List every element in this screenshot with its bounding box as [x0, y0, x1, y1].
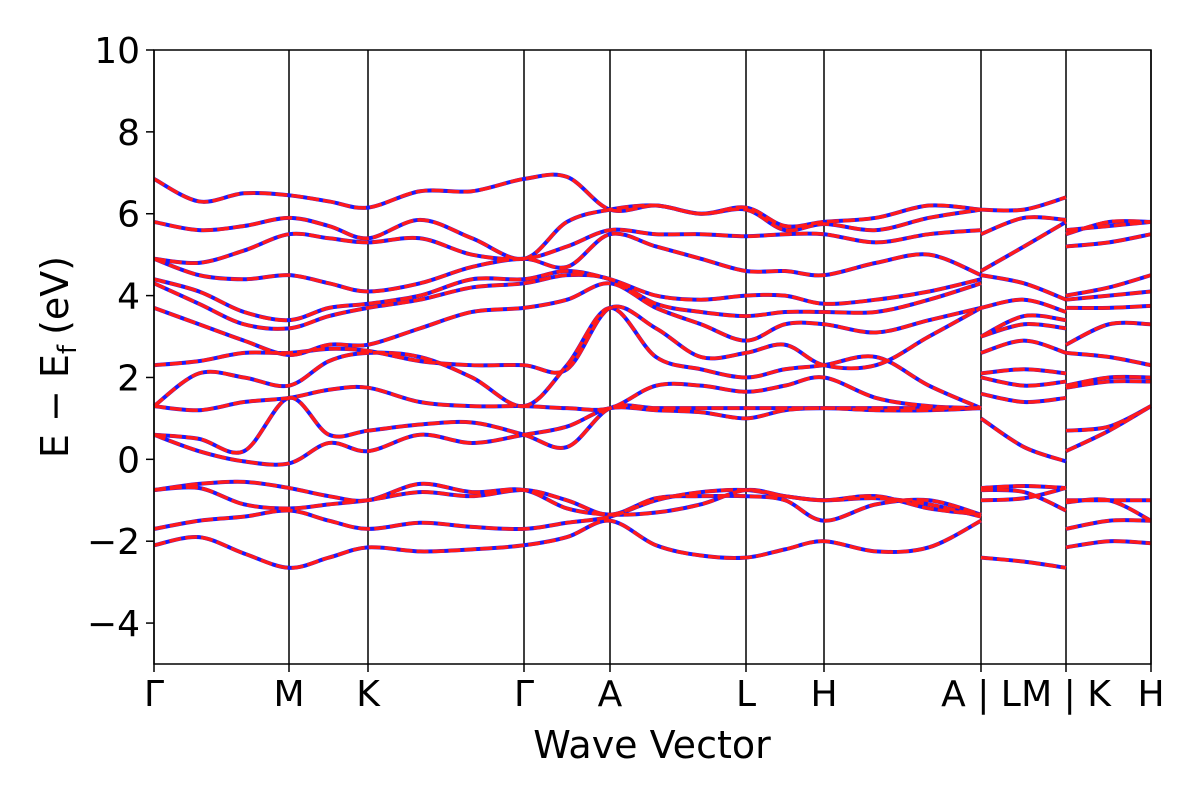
band-line-down — [153, 304, 1152, 375]
band-line-down — [153, 273, 1152, 339]
y-tick-label: −4 — [87, 604, 140, 645]
band-line-down — [153, 172, 1152, 232]
band-line-down — [153, 404, 1152, 467]
y-tick-label: 4 — [117, 277, 140, 318]
x-tick-label: K — [356, 674, 381, 715]
y-label-unit: (eV) — [33, 256, 77, 335]
y-tick-label: 10 — [94, 31, 140, 72]
x-tick-label: Γ — [514, 674, 534, 715]
band-line-down — [153, 220, 1152, 273]
y-tick-label: 0 — [117, 440, 140, 481]
band-line-down — [153, 479, 1152, 523]
x-tick-label: A — [598, 674, 623, 715]
x-tick-label: L — [736, 674, 756, 715]
x-tick-label: A | L — [941, 674, 1021, 715]
y-tick-label: −2 — [87, 522, 140, 563]
x-tick-label: H — [1137, 674, 1164, 715]
y-tick-label: 2 — [117, 358, 140, 399]
x-tick-label: M — [273, 674, 304, 715]
y-axis-label: E − Ef (eV) — [33, 256, 83, 458]
band-line-down — [153, 269, 1152, 322]
band-line-down — [153, 518, 1152, 570]
y-tick-label: 6 — [117, 195, 140, 236]
band-line-down — [153, 281, 1152, 357]
band-line-down — [153, 231, 1152, 302]
band-line-down — [153, 392, 1152, 455]
band-line-up — [153, 172, 1152, 233]
x-tick-label: Γ — [144, 674, 164, 715]
x-tick-label: M | K — [1021, 674, 1112, 715]
band-line-down — [153, 203, 1152, 261]
band-line-down — [153, 375, 1152, 413]
band-line-up — [153, 231, 1152, 302]
x-tick-label: H — [810, 674, 837, 715]
y-label-main: E − E — [33, 354, 77, 458]
band-line-up — [153, 391, 1152, 455]
x-axis-label: Wave Vector — [533, 723, 771, 767]
plot-frame — [153, 49, 1152, 665]
y-tick-label: 8 — [117, 113, 140, 154]
band-line-down — [153, 488, 1152, 531]
y-label-sub: f — [53, 344, 83, 354]
